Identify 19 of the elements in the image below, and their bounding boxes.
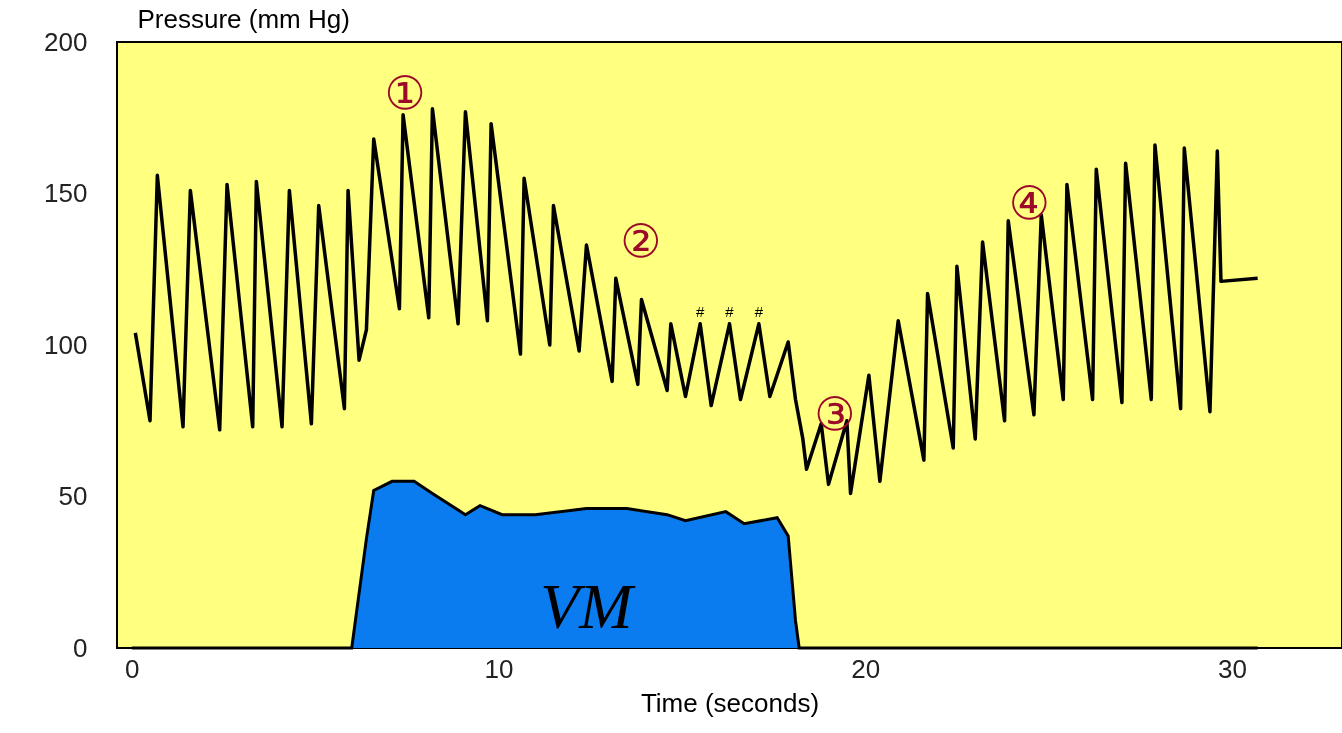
x-tick-label: 10 <box>484 653 514 684</box>
annotation: # <box>754 302 764 320</box>
annotation: ③ <box>814 386 856 441</box>
y-axis-title: Pressure (mm Hg) <box>137 3 350 34</box>
y-tick-label: 100 <box>44 329 88 360</box>
y-tick-label: 200 <box>44 26 88 57</box>
x-tick-label: 30 <box>1218 653 1247 684</box>
annotation: # <box>695 302 705 320</box>
y-tick-label: 0 <box>73 632 88 663</box>
x-tick-label: 0 <box>124 653 140 684</box>
y-tick-label: 50 <box>58 481 88 511</box>
annotation: # <box>725 302 735 320</box>
annotation: ② <box>620 214 662 269</box>
annotation: VM <box>540 570 637 642</box>
annotation: ④ <box>1008 175 1050 230</box>
x-axis-title: Time (seconds) <box>640 687 820 718</box>
y-tick-label: 150 <box>44 178 88 208</box>
annotation: ① <box>384 65 426 120</box>
x-tick-label: 20 <box>851 653 881 684</box>
